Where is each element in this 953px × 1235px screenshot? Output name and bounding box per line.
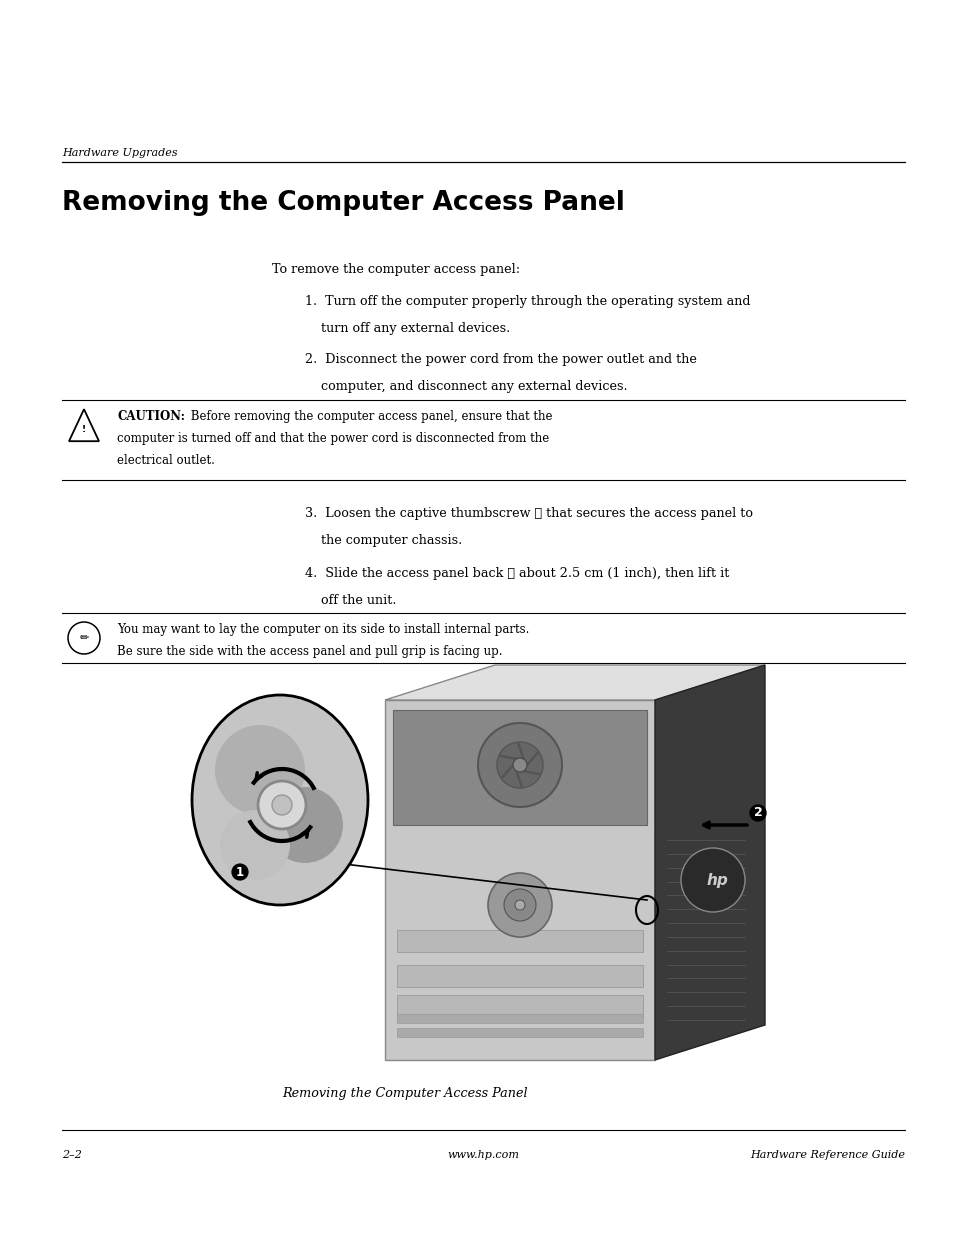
Text: Be sure the side with the access panel and pull grip is facing up.: Be sure the side with the access panel a… xyxy=(117,645,502,658)
Text: ✏: ✏ xyxy=(79,634,89,643)
Text: 2–2: 2–2 xyxy=(62,1150,82,1160)
Text: 2.  Disconnect the power cord from the power outlet and the: 2. Disconnect the power cord from the po… xyxy=(305,353,696,366)
Text: 1.  Turn off the computer properly through the operating system and: 1. Turn off the computer properly throug… xyxy=(305,295,750,308)
Text: To remove the computer access panel:: To remove the computer access panel: xyxy=(272,263,519,275)
Text: 2: 2 xyxy=(753,806,761,820)
Text: Hardware Upgrades: Hardware Upgrades xyxy=(62,148,177,158)
Circle shape xyxy=(477,722,561,806)
Text: hp: hp xyxy=(705,872,727,888)
Circle shape xyxy=(503,889,536,921)
Circle shape xyxy=(220,810,290,881)
Circle shape xyxy=(513,758,526,772)
Circle shape xyxy=(214,725,305,815)
Circle shape xyxy=(488,873,552,937)
Bar xyxy=(396,965,642,987)
Text: You may want to lay the computer on its side to install internal parts.: You may want to lay the computer on its … xyxy=(117,622,529,636)
Circle shape xyxy=(272,795,292,815)
Text: Removing the Computer Access Panel: Removing the Computer Access Panel xyxy=(62,190,624,216)
Text: off the unit.: off the unit. xyxy=(305,594,396,606)
Bar xyxy=(393,710,646,825)
Circle shape xyxy=(257,781,306,829)
Text: www.hp.com: www.hp.com xyxy=(447,1150,518,1160)
Text: electrical outlet.: electrical outlet. xyxy=(117,454,214,467)
Circle shape xyxy=(497,742,542,788)
Bar xyxy=(396,1028,642,1037)
Text: 4.  Slide the access panel back ② about 2.5 cm (1 inch), then lift it: 4. Slide the access panel back ② about 2… xyxy=(305,567,729,580)
Text: computer, and disconnect any external devices.: computer, and disconnect any external de… xyxy=(305,380,627,393)
Bar xyxy=(396,930,642,952)
Text: turn off any external devices.: turn off any external devices. xyxy=(305,322,510,335)
Circle shape xyxy=(515,900,524,910)
Bar xyxy=(396,1014,642,1023)
Circle shape xyxy=(680,848,744,911)
Bar xyxy=(396,995,642,1016)
Text: 3.  Loosen the captive thumbscrew ① that secures the access panel to: 3. Loosen the captive thumbscrew ① that … xyxy=(305,508,752,520)
Text: Hardware Reference Guide: Hardware Reference Guide xyxy=(749,1150,904,1160)
Text: Before removing the computer access panel, ensure that the: Before removing the computer access pane… xyxy=(187,410,552,424)
Text: the computer chassis.: the computer chassis. xyxy=(305,534,462,547)
Polygon shape xyxy=(385,664,764,700)
Bar xyxy=(385,700,655,1060)
Text: !: ! xyxy=(82,425,86,433)
Polygon shape xyxy=(655,664,764,1060)
Text: Removing the Computer Access Panel: Removing the Computer Access Panel xyxy=(282,1087,527,1100)
Text: computer is turned off and that the power cord is disconnected from the: computer is turned off and that the powe… xyxy=(117,432,549,445)
Ellipse shape xyxy=(192,695,368,905)
Circle shape xyxy=(267,787,343,863)
Text: 1: 1 xyxy=(235,866,244,878)
Text: CAUTION:: CAUTION: xyxy=(117,410,185,424)
